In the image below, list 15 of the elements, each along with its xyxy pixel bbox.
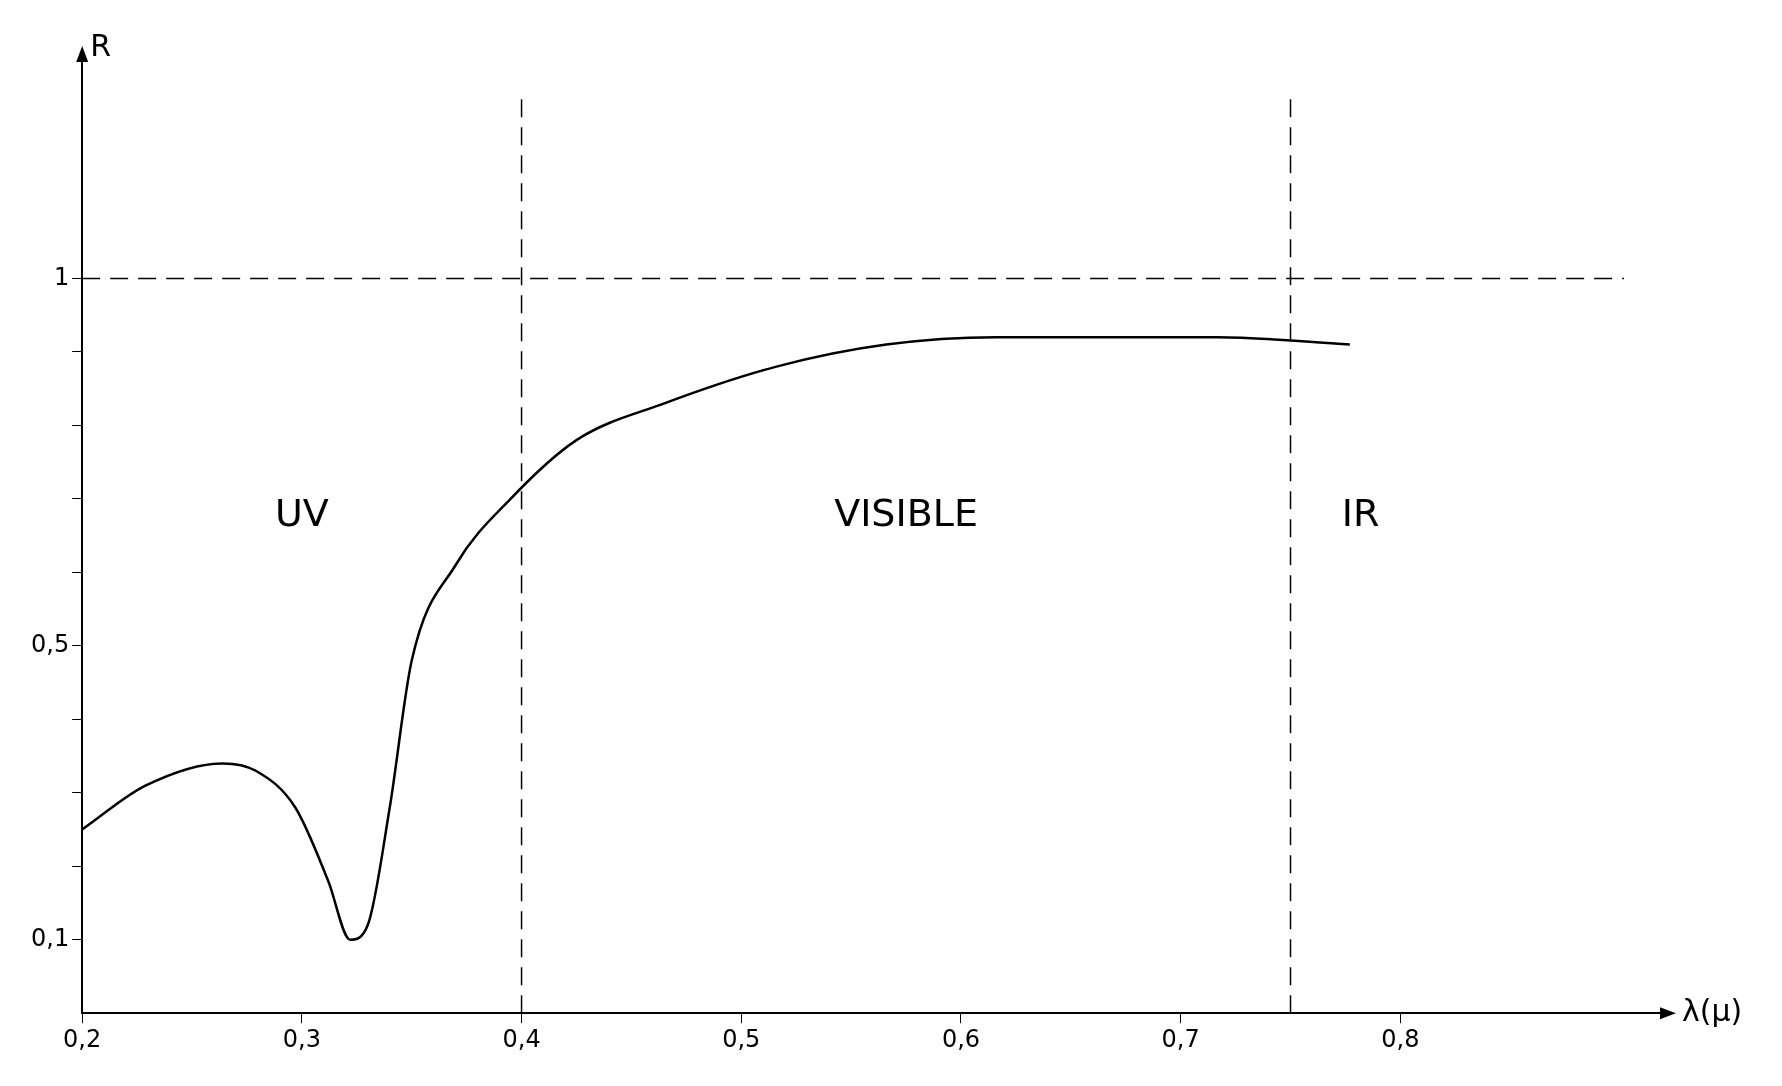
x-tick-label: 0,3 <box>282 1024 321 1053</box>
x-tick-label: 0,8 <box>1381 1024 1420 1053</box>
x-axis-title: λ(μ) <box>1682 993 1743 1028</box>
x-tick-label: 0,6 <box>941 1024 981 1053</box>
y-tick-label: 0,5 <box>31 630 70 659</box>
y-axis-title: R <box>90 27 112 63</box>
x-tick-label: 0,4 <box>502 1024 541 1053</box>
annotation: IR <box>1341 491 1380 536</box>
x-tick-label: 0,7 <box>1161 1024 1200 1053</box>
y-tick-label: 0,1 <box>31 923 70 952</box>
x-tick-label: 0,2 <box>63 1024 102 1053</box>
annotation: UV <box>274 491 329 536</box>
y-tick-label: 1 <box>53 262 70 291</box>
x-tick-label: 0,5 <box>722 1024 761 1053</box>
annotation: VISIBLE <box>834 491 978 536</box>
